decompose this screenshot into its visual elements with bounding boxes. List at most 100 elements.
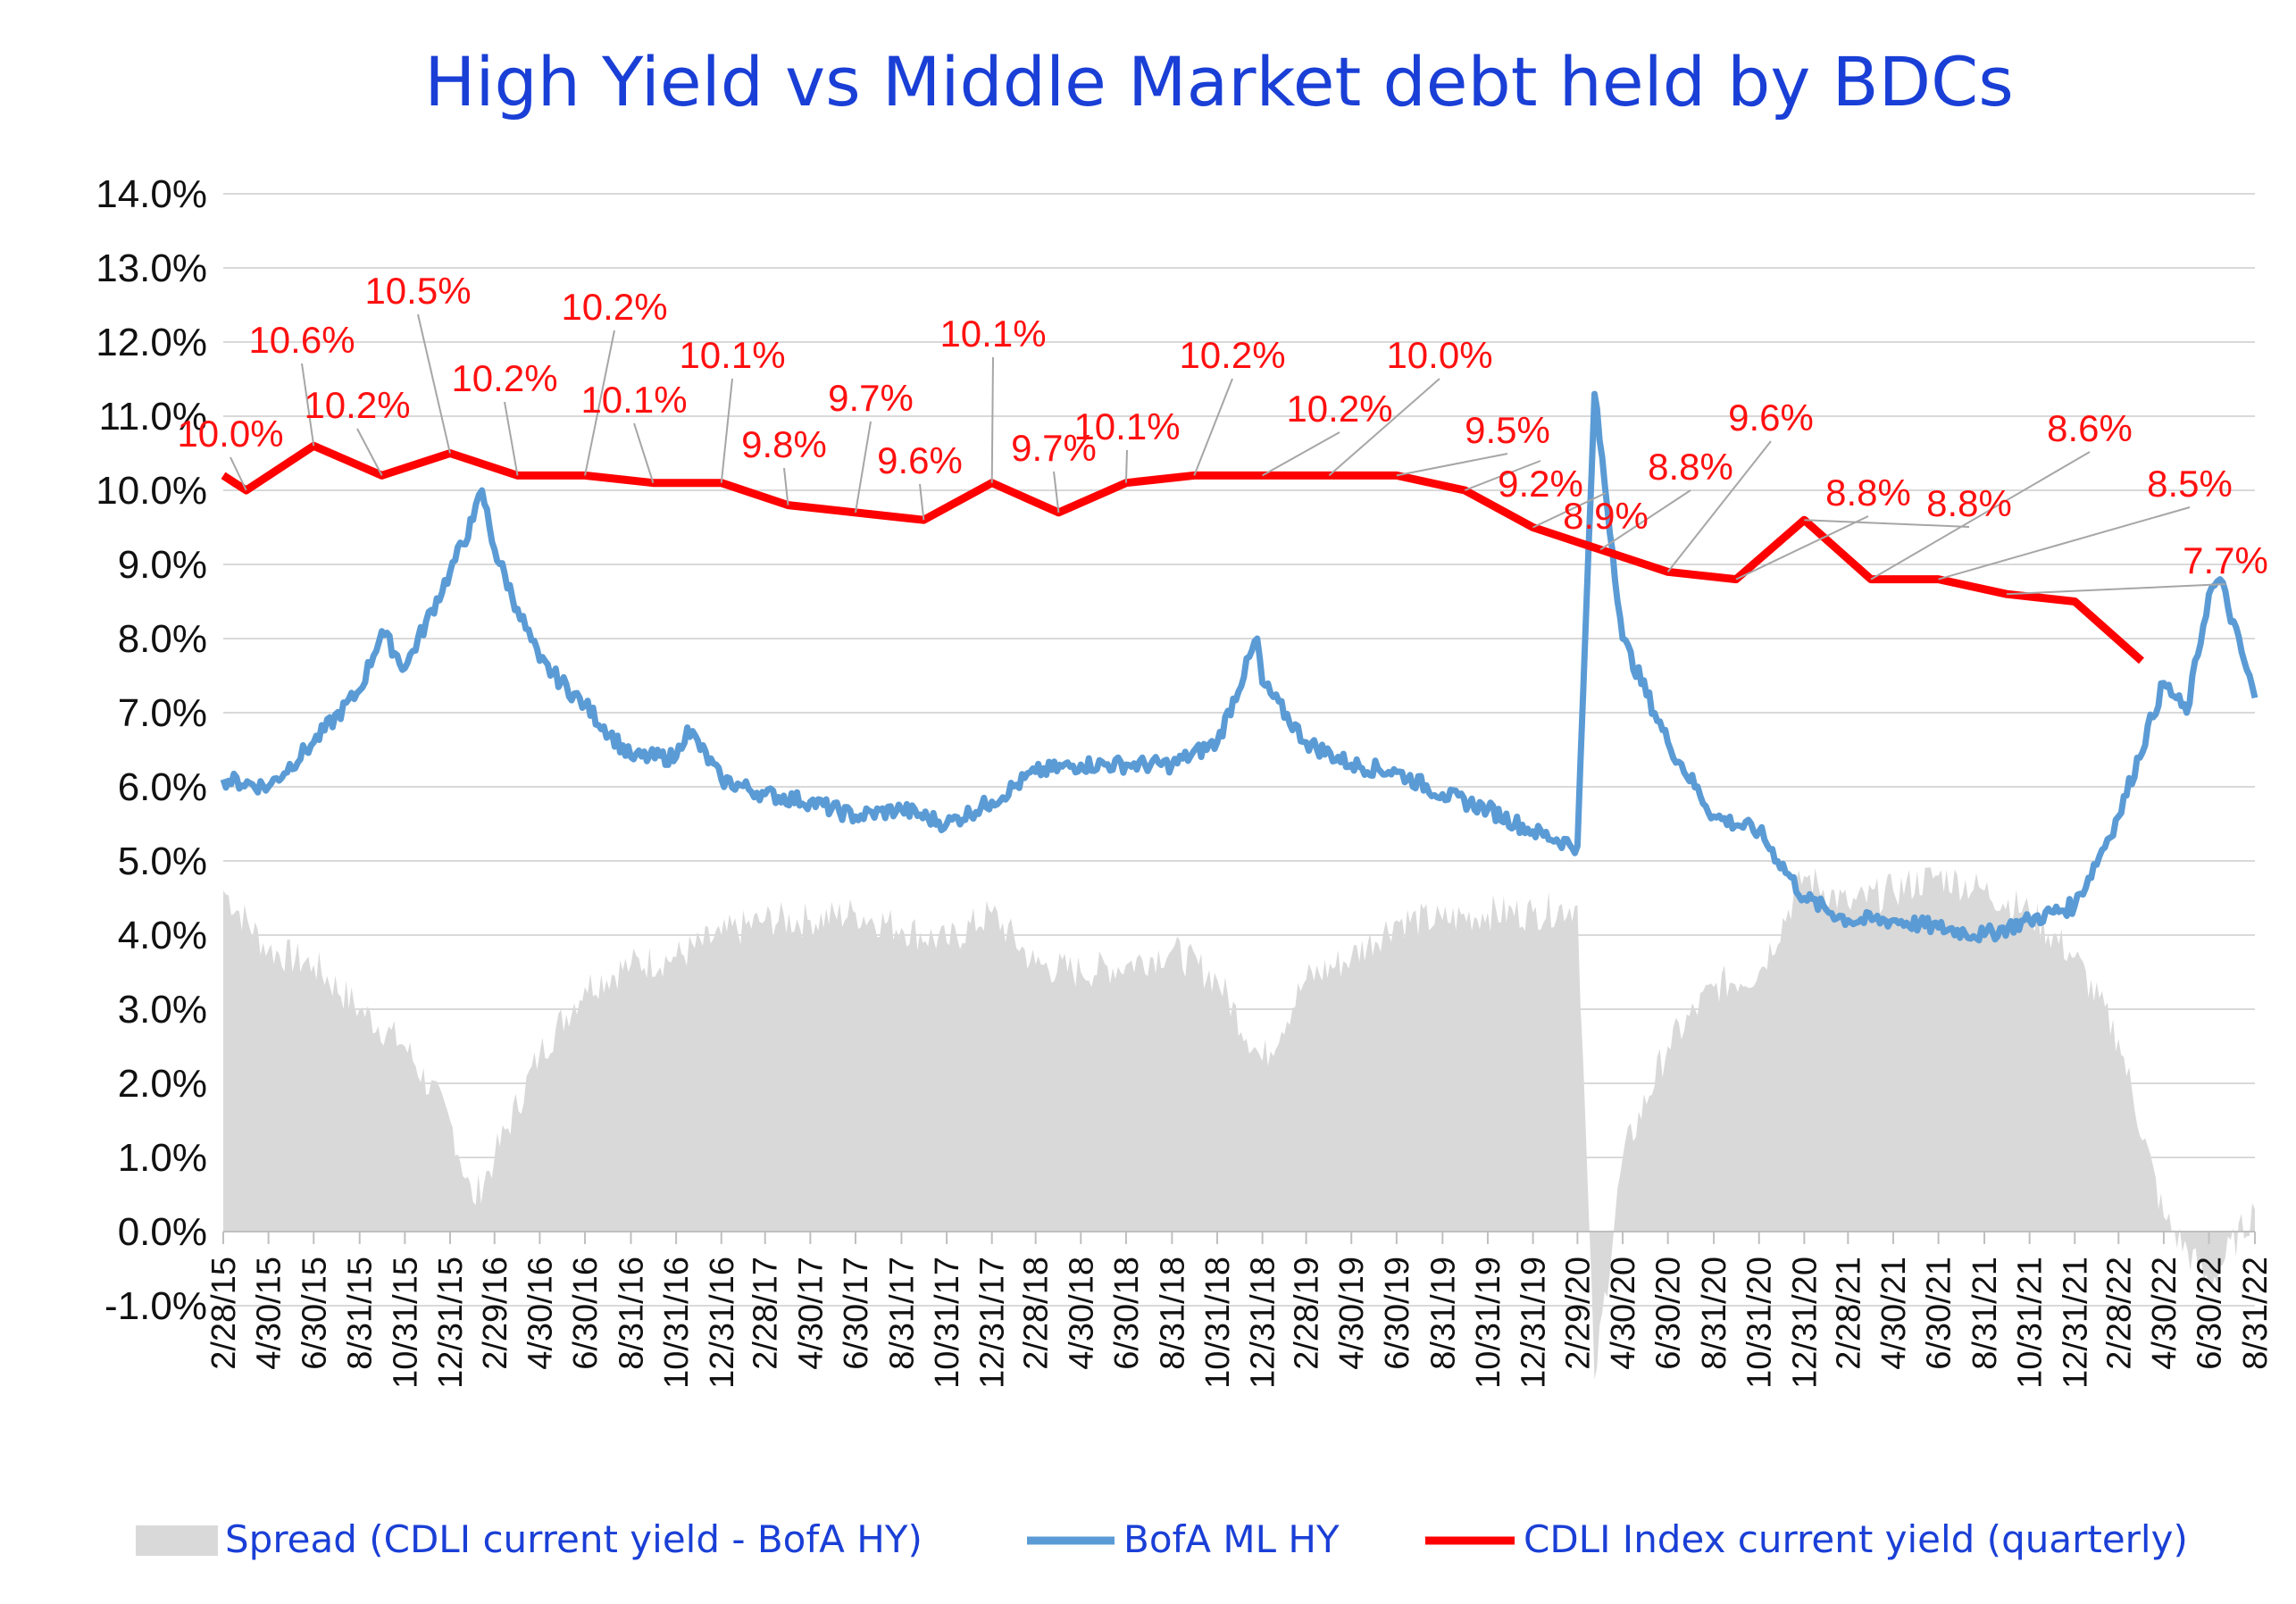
data-label-leader: [1599, 489, 1691, 551]
y-tick-label: 10.0%: [96, 469, 207, 513]
cdli-data-label: 10.1%: [1073, 405, 1180, 447]
data-label-leader: [919, 483, 925, 521]
cdli-data-label: 10.5%: [364, 270, 471, 312]
cdli-data-label: 10.2%: [451, 357, 557, 399]
legend-label-hy: BofA ML HY: [1123, 1517, 1340, 1561]
cdli-data-label: 9.2%: [1498, 463, 1583, 505]
x-tick-label: 4/30/16: [522, 1257, 559, 1370]
cdli-data-label: 10.2%: [1286, 388, 1392, 430]
data-label-leader: [584, 330, 615, 476]
cdli-data-label: 10.2%: [1179, 334, 1285, 376]
x-tick-label: 8/31/15: [342, 1257, 380, 1370]
x-axis-ticks: 2/28/15 4/30/15 6/30/15 8/31/15 10/31/15 12/3…: [205, 1231, 2275, 1389]
data-label-leader: [1666, 440, 1772, 572]
y-tick-label: 11.0%: [99, 395, 208, 439]
x-tick-label: 8/31/22: [2237, 1257, 2275, 1370]
data-label-leader: [230, 456, 247, 491]
x-tick-label: 6/30/21: [1921, 1257, 1958, 1370]
cdli-data-label: 8.5%: [2147, 463, 2233, 505]
cdli-data-label: 10.1%: [679, 334, 785, 376]
data-label-leader: [720, 378, 733, 483]
cdli-data-label: 9.5%: [1465, 409, 1550, 451]
x-tick-label: 6/30/17: [838, 1257, 875, 1370]
x-tick-label: 6/30/15: [296, 1257, 333, 1370]
y-tick-label: 6.0%: [118, 765, 207, 809]
cdli-data-label: 9.6%: [1728, 397, 1814, 439]
chart-title: High Yield vs Middle Market debt held by…: [424, 42, 2014, 121]
hy-line: [220, 390, 2258, 944]
data-label-leader: [1193, 378, 1233, 476]
x-tick-label: 6/30/20: [1650, 1257, 1688, 1370]
x-tick-label: 2/28/22: [2100, 1257, 2138, 1370]
y-tick-label: 8.0%: [118, 617, 207, 661]
cdli-data-label: 10.1%: [939, 313, 1046, 355]
spread-area-layer: [223, 867, 2255, 1380]
data-label-leader: [301, 363, 315, 447]
x-tick-label: 10/31/20: [1741, 1257, 1779, 1389]
cdli-data-label: 10.2%: [304, 384, 410, 426]
y-tick-label: 12.0%: [96, 321, 207, 364]
x-tick-label: 12/31/21: [2057, 1257, 2094, 1389]
data-label-leader: [356, 428, 383, 476]
y-tick-label: 2.0%: [118, 1062, 207, 1106]
data-label-leader: [1262, 431, 1340, 477]
data-label-leader: [1396, 453, 1508, 477]
x-tick-label: 12/31/20: [1786, 1257, 1824, 1389]
data-label-leader: [417, 313, 451, 454]
x-tick-label: 12/31/18: [1245, 1257, 1282, 1389]
x-tick-label: 4/30/17: [792, 1257, 830, 1370]
cdli-data-label: 10.0%: [1386, 334, 1492, 376]
x-tick-label: 12/31/15: [432, 1257, 470, 1389]
data-label-leader: [783, 467, 789, 505]
grid-lines: [223, 193, 2255, 1307]
x-tick-label: 4/30/15: [251, 1257, 288, 1370]
cdli-data-label: 10.0%: [177, 413, 283, 455]
data-label-leader: [1464, 460, 1541, 491]
x-tick-label: 2/29/16: [477, 1257, 514, 1370]
x-tick-label: 8/31/19: [1424, 1257, 1462, 1370]
data-label-leader: [1938, 506, 2191, 581]
cdli-line: [221, 441, 2144, 664]
x-tick-label: 2/28/19: [1289, 1257, 1326, 1370]
data-label-leader: [504, 401, 519, 476]
x-tick-label: 10/31/19: [1470, 1257, 1507, 1389]
x-tick-label: 2/28/17: [747, 1257, 785, 1370]
x-tick-label: 12/31/19: [1515, 1257, 1553, 1389]
x-tick-label: 6/30/19: [1379, 1257, 1416, 1370]
data-label-leader: [633, 422, 655, 484]
cdli-data-label: 8.6%: [2047, 407, 2133, 449]
data-label-leader: [1124, 449, 1128, 483]
x-tick-label: 2/28/15: [205, 1257, 243, 1370]
y-tick-label: 1.0%: [118, 1136, 207, 1180]
cdli-data-label: 7.7%: [2183, 539, 2268, 581]
x-tick-label: 12/31/17: [974, 1257, 1012, 1389]
data-labels: 10.0%10.6%10.2%10.5%10.2%10.2%10.1%10.1%…: [177, 270, 2267, 581]
cdli-data-label: 8.8%: [1825, 472, 1911, 514]
cdli-data-label: 8.8%: [1926, 482, 2012, 524]
cdli-data-label: 10.1%: [580, 379, 687, 421]
x-tick-label: 8/31/21: [1966, 1257, 2004, 1370]
data-label-leader: [1328, 378, 1440, 477]
y-tick-label: 13.0%: [96, 246, 207, 290]
x-tick-label: 8/31/17: [883, 1257, 921, 1370]
x-tick-label: 10/31/16: [658, 1257, 696, 1389]
x-tick-label: 6/30/18: [1108, 1257, 1146, 1370]
legend-swatch-spread: [136, 1525, 218, 1556]
y-tick-label: 14.0%: [96, 172, 207, 216]
x-tick-label: 6/30/22: [2192, 1257, 2229, 1370]
x-tick-label: 2/28/21: [1830, 1257, 1867, 1370]
data-label-leader: [1053, 471, 1060, 514]
y-tick-label: 5.0%: [118, 840, 207, 883]
x-tick-label: 4/30/19: [1333, 1257, 1371, 1370]
x-tick-label: 8/31/20: [1696, 1257, 1733, 1370]
data-label-leader: [2006, 583, 2226, 596]
y-tick-label: 3.0%: [118, 988, 207, 1032]
y-tick-label: -1.0%: [104, 1284, 207, 1328]
data-label-leader: [1532, 492, 1607, 529]
y-axis-ticks: -1.0% 0.0% 1.0% 2.0% 3.0% 4.0% 5.0% 6.0% 7.0% 8.0…: [96, 172, 207, 1328]
legend-label-spread: Spread (CDLI current yield - BofA HY): [225, 1517, 923, 1561]
y-tick-label: 7.0%: [118, 691, 207, 735]
x-tick-label: 10/31/15: [387, 1257, 424, 1389]
x-tick-label: 6/30/16: [567, 1257, 605, 1370]
